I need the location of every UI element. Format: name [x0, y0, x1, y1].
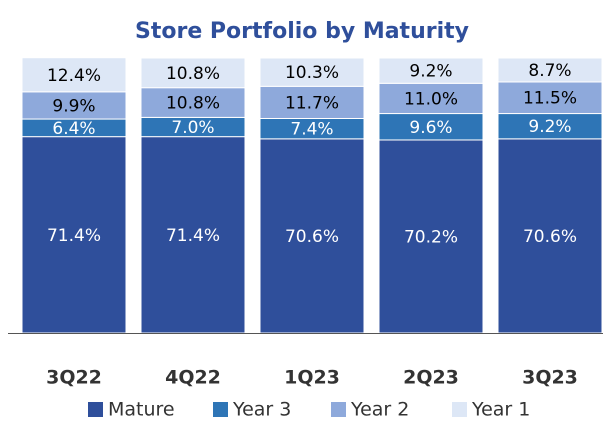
- bar-segment: [497, 81, 603, 115]
- legend-label: Mature: [108, 399, 175, 421]
- legend-marker: [331, 402, 346, 417]
- x-tick-label: 2Q23: [403, 367, 459, 389]
- bar-segment: [140, 136, 246, 334]
- value-label: 10.3%: [285, 63, 339, 83]
- value-label: 7.4%: [290, 120, 333, 140]
- value-label: 9.6%: [409, 118, 452, 138]
- bar-segment: [21, 136, 127, 334]
- x-tick-label: 3Q22: [46, 367, 102, 389]
- legend-label: Year 2: [350, 399, 409, 421]
- value-label: 71.4%: [47, 226, 101, 246]
- value-label: 8.7%: [528, 61, 571, 81]
- value-label: 70.6%: [285, 227, 339, 247]
- value-label: 11.7%: [285, 93, 339, 113]
- value-label: 70.6%: [523, 227, 577, 247]
- x-tick-label: 4Q22: [165, 367, 221, 389]
- x-tick-label: 1Q23: [284, 367, 340, 389]
- bar-segment: [378, 57, 484, 84]
- bar-segment: [378, 139, 484, 334]
- bar-segment: [259, 138, 365, 334]
- value-label: 10.8%: [166, 94, 220, 114]
- value-label: 9.2%: [528, 117, 571, 137]
- value-label: 9.9%: [52, 96, 95, 116]
- value-label: 11.5%: [523, 89, 577, 109]
- bar-segment: [497, 138, 603, 334]
- value-label: 9.2%: [409, 62, 452, 82]
- legend-marker: [452, 402, 467, 417]
- bar-segment: [140, 57, 246, 89]
- bar-segment: [140, 87, 246, 118]
- value-label: 7.0%: [171, 118, 214, 138]
- legend-label: Year 1: [471, 399, 530, 421]
- legend-label: Year 3: [232, 399, 291, 421]
- bar-segment: [21, 57, 127, 93]
- value-label: 12.4%: [47, 66, 101, 86]
- legend-marker: [213, 402, 228, 417]
- bar-segment: [259, 57, 365, 87]
- x-tick-label: 3Q23: [522, 367, 578, 389]
- value-label: 71.4%: [166, 226, 220, 246]
- bar-segment: [497, 113, 603, 140]
- bar-segment: [259, 85, 365, 119]
- bar-segment: [378, 82, 484, 115]
- value-label: 70.2%: [404, 227, 458, 247]
- chart-title: Store Portfolio by Maturity: [135, 19, 469, 44]
- legend-marker: [88, 402, 103, 417]
- value-label: 11.0%: [404, 89, 458, 109]
- value-label: 10.8%: [166, 64, 220, 84]
- value-label: 6.4%: [52, 119, 95, 139]
- bar-segment: [497, 57, 603, 83]
